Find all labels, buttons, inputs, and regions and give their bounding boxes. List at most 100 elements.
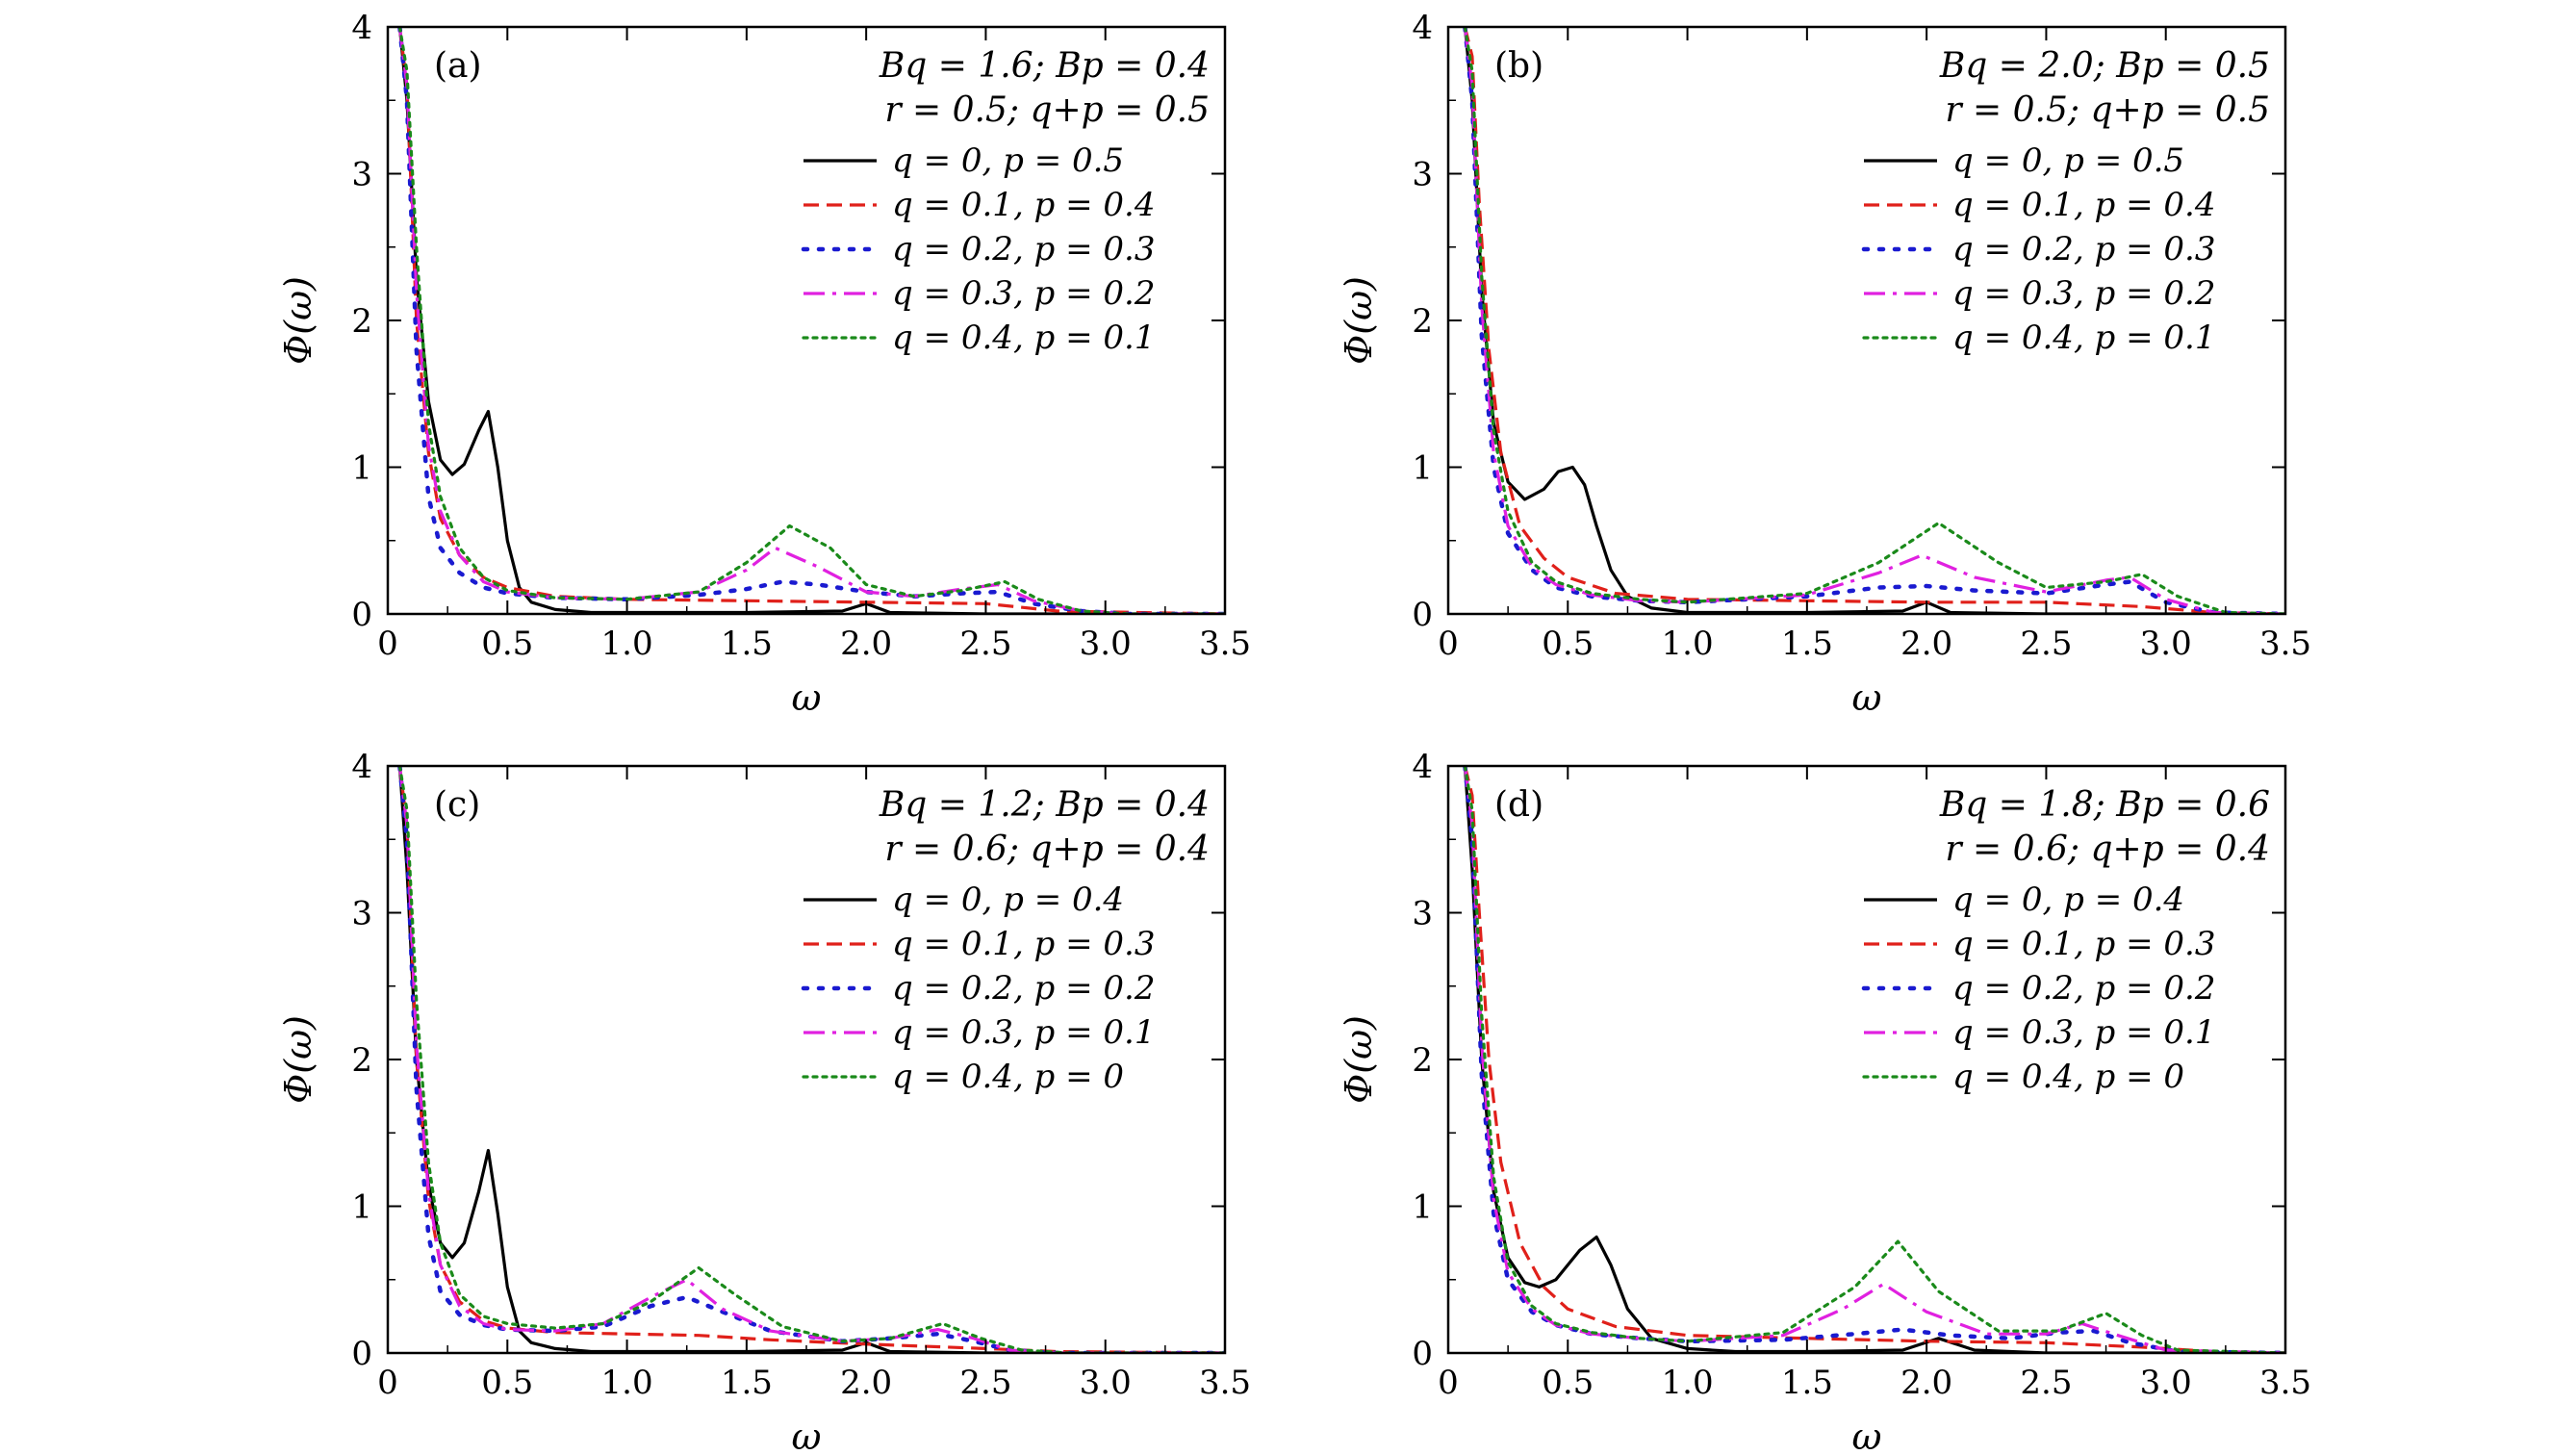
x-tick-label: 2.0	[1900, 625, 1952, 663]
series-line-3	[397, 27, 1225, 614]
x-tick-label: 0.5	[481, 1364, 533, 1402]
x-tick-label: 3.5	[2259, 625, 2311, 663]
y-tick-label: 3	[1412, 895, 1433, 933]
legend-label-4: q = 0.4, p = 0	[892, 1058, 1124, 1096]
x-tick-label: 3.5	[1199, 625, 1251, 663]
x-tick-label: 3.0	[2140, 1364, 2192, 1402]
x-tick-label: 2.5	[2020, 1364, 2072, 1402]
parameter-line-1: Bq = 1.6; Bp = 0.4	[879, 46, 1210, 86]
legend-label-0: q = 0, p = 0.5	[1952, 141, 2184, 180]
y-tick-label: 1	[1412, 449, 1433, 488]
y-tick-label: 4	[351, 9, 372, 47]
x-tick-label: 2.5	[959, 625, 1011, 663]
series-line-3	[1463, 27, 2285, 614]
y-tick-label: 3	[351, 156, 372, 194]
parameter-line-2: r = 0.6; q+p = 0.4	[884, 830, 1210, 869]
legend-label-1: q = 0.1, p = 0.3	[1952, 925, 2216, 963]
x-tick-label: 3.0	[1080, 1364, 1132, 1402]
x-axis-label: ω	[792, 1416, 822, 1455]
parameter-line-2: r = 0.5; q+p = 0.5	[1945, 90, 2270, 130]
series-line-1	[397, 27, 1225, 614]
legend-label-1: q = 0.1, p = 0.3	[892, 925, 1156, 963]
legend-label-3: q = 0.3, p = 0.1	[892, 1013, 1156, 1052]
y-tick-label: 4	[1412, 9, 1433, 47]
panel-label: (c)	[434, 785, 480, 825]
y-axis-label: Φ(ω)	[277, 1015, 319, 1104]
y-tick-label: 4	[351, 748, 372, 786]
x-tick-label: 1.0	[1662, 625, 1714, 663]
y-tick-label: 0	[1412, 596, 1433, 634]
y-tick-label: 2	[1412, 302, 1433, 341]
panel-label: (a)	[434, 46, 482, 86]
parameter-line-2: r = 0.6; q+p = 0.4	[1945, 830, 2270, 869]
x-tick-label: 3.5	[2259, 1364, 2311, 1402]
y-tick-label: 2	[351, 302, 372, 341]
legend-label-0: q = 0, p = 0.5	[892, 141, 1124, 180]
x-axis-label: ω	[1852, 676, 1882, 719]
legend-label-0: q = 0, p = 0.4	[892, 881, 1124, 919]
x-tick-label: 2.0	[840, 1364, 892, 1402]
series-line-3	[397, 766, 1225, 1353]
legend-label-2: q = 0.2, p = 0.2	[1952, 969, 2216, 1008]
x-tick-label: 0	[377, 1364, 398, 1402]
y-tick-label: 1	[351, 449, 372, 488]
x-tick-label: 1.0	[1662, 1364, 1714, 1402]
parameter-line-1: Bq = 1.8; Bp = 0.6	[1939, 785, 2270, 825]
x-tick-label: 0.5	[1542, 625, 1594, 663]
x-tick-label: 2.0	[840, 625, 892, 663]
legend-label-3: q = 0.3, p = 0.2	[1952, 274, 2216, 313]
parameter-line-2: r = 0.5; q+p = 0.5	[884, 90, 1210, 130]
y-tick-label: 1	[351, 1188, 372, 1227]
x-tick-label: 1.5	[1781, 625, 1833, 663]
legend-label-0: q = 0, p = 0.4	[1952, 881, 2184, 919]
panel-b: 0 0.5 1.0 1.5 2.0 2.5 3.0 3.5 0 1 2 3 4 ω Φ(ω) (b) Bq = …	[1338, 9, 2311, 719]
x-tick-label: 1.5	[1781, 1364, 1833, 1402]
series-line-4	[397, 766, 1225, 1353]
y-axis-label: Φ(ω)	[1338, 1015, 1380, 1104]
panel-a: 0 0.5 1.0 1.5 2.0 2.5 3.0 3.5 0 1 2 3 4 ω Φ(ω) (a) Bq = …	[277, 9, 1251, 719]
series-line-4	[397, 27, 1225, 614]
x-tick-label: 1.0	[601, 625, 653, 663]
legend-label-4: q = 0.4, p = 0.1	[1952, 319, 2216, 357]
series-line-3	[1463, 766, 2285, 1353]
x-tick-label: 0.5	[481, 625, 533, 663]
panel-label: (d)	[1494, 785, 1543, 825]
series-line-2	[397, 27, 1225, 614]
panel-d: 0 0.5 1.0 1.5 2.0 2.5 3.0 3.5 0 1 2 3 4 ω Φ(ω) (d) Bq = …	[1338, 748, 2311, 1455]
series-line-2	[1463, 766, 2285, 1353]
x-tick-label: 3.0	[2140, 625, 2192, 663]
panel-label: (b)	[1494, 46, 1543, 86]
x-tick-label: 1.5	[721, 625, 773, 663]
x-tick-label: 1.0	[601, 1364, 653, 1402]
parameter-line-1: Bq = 1.2; Bp = 0.4	[879, 785, 1210, 825]
parameter-line-1: Bq = 2.0; Bp = 0.5	[1939, 46, 2270, 86]
x-tick-label: 1.5	[721, 1364, 773, 1402]
x-tick-label: 2.0	[1900, 1364, 1952, 1402]
x-tick-label: 0	[377, 625, 398, 663]
series-line-4	[1463, 766, 2285, 1353]
y-tick-label: 0	[351, 596, 372, 634]
y-tick-label: 4	[1412, 748, 1433, 786]
legend-label-1: q = 0.1, p = 0.4	[892, 186, 1156, 224]
legend-label-3: q = 0.3, p = 0.2	[892, 274, 1156, 313]
legend-label-2: q = 0.2, p = 0.3	[1952, 230, 2216, 268]
y-tick-label: 2	[351, 1041, 372, 1080]
series-line-4	[1463, 27, 2285, 614]
y-tick-label: 0	[351, 1335, 372, 1373]
y-axis-label: Φ(ω)	[1338, 276, 1380, 365]
legend-label-4: q = 0.4, p = 0.1	[892, 319, 1156, 357]
x-tick-label: 0	[1438, 1364, 1459, 1402]
x-axis-label: ω	[792, 676, 822, 719]
y-axis-label: Φ(ω)	[277, 276, 319, 365]
series-line-0	[397, 27, 1225, 614]
legend-label-4: q = 0.4, p = 0	[1952, 1058, 2184, 1096]
panel-c: 0 0.5 1.0 1.5 2.0 2.5 3.0 3.5 0 1 2 3 4 ω Φ(ω) (c) Bq = …	[277, 748, 1251, 1455]
x-tick-label: 0	[1438, 625, 1459, 663]
legend-label-2: q = 0.2, p = 0.2	[892, 969, 1156, 1008]
y-tick-label: 0	[1412, 1335, 1433, 1373]
y-tick-label: 2	[1412, 1041, 1433, 1080]
series-line-2	[397, 766, 1225, 1353]
x-tick-label: 3.0	[1080, 625, 1132, 663]
legend-label-2: q = 0.2, p = 0.3	[892, 230, 1156, 268]
